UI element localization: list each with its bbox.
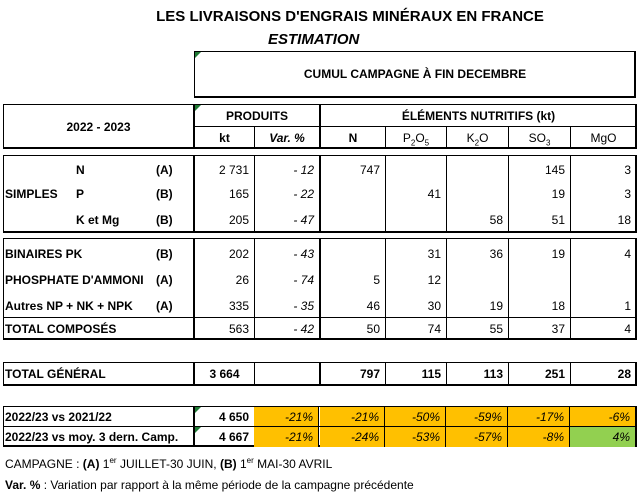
cell-var: - 74 — [293, 273, 314, 287]
page-title: LES LIVRAISONS D'ENGRAIS MINÉRAUX EN FRA… — [156, 8, 544, 25]
header-n: N — [348, 131, 358, 145]
comparison-cell: -21% — [320, 407, 385, 427]
cell-so3: 19 — [551, 187, 565, 201]
corner-marker — [195, 407, 201, 413]
cumul-box — [194, 51, 636, 98]
cell-var: - 47 — [293, 213, 314, 227]
comparison-kt: 4 650 — [218, 410, 249, 424]
cell-p: 41 — [427, 187, 441, 201]
comparison-cell: -8% — [508, 427, 570, 447]
cell-mgo: 3 — [624, 187, 631, 201]
cell-var: - 12 — [293, 163, 314, 177]
page-subtitle: ESTIMATION — [268, 31, 360, 48]
corner-marker — [195, 105, 201, 111]
comparison-cell: -50% — [385, 407, 446, 427]
corner-marker — [195, 427, 201, 433]
cell-kt: 202 — [228, 247, 249, 261]
comparison-kt: 4 667 — [218, 430, 249, 444]
row-name: PHOSPHATE D'AMMONI — [5, 273, 144, 287]
cell-n: 46 — [366, 299, 380, 313]
cell-var: - 22 — [293, 187, 314, 201]
header-var: Var. % — [269, 131, 305, 145]
cell-mgo: 3 — [624, 163, 631, 177]
cell-k: 55 — [489, 322, 503, 336]
cell-n: 50 — [366, 322, 380, 336]
cell-var: - 35 — [293, 299, 314, 313]
footnote-campagne: CAMPAGNE : (A) 1er JUILLET-30 JUIN, (B) … — [5, 456, 333, 471]
total-general-label: TOTAL GÉNÉRAL — [5, 367, 106, 381]
row-name: N — [76, 163, 85, 177]
comparison-cell: -59% — [446, 407, 508, 427]
header-elements: ÉLÉMENTS NUTRITIFS (kt) — [401, 109, 556, 123]
header-produits: PRODUITS — [225, 109, 288, 123]
row-code: (B) — [156, 213, 173, 227]
cell-mgo: 1 — [624, 299, 631, 313]
cumul-label: CUMUL CAMPAGNE À FIN DECEMBRE — [303, 67, 527, 81]
row-code: (A) — [156, 273, 173, 287]
row-code: (B) — [156, 187, 173, 201]
footnote-var: Var. % : Variation par rapport à la même… — [5, 478, 414, 492]
cell-p: 12 — [427, 273, 441, 287]
corner-marker — [195, 52, 201, 58]
row-code: (A) — [156, 299, 173, 313]
cell-kt: 2 731 — [218, 163, 249, 177]
comparison-cell: -57% — [446, 427, 508, 447]
cell-kt: 563 — [228, 322, 249, 336]
cell-so3: 18 — [551, 299, 565, 313]
comparison-cell: 4% — [570, 427, 636, 447]
cell-mgo: 4 — [624, 247, 631, 261]
cell-n: 797 — [359, 367, 380, 381]
cell-mgo: 4 — [624, 322, 631, 336]
comparison-cell: -21% — [254, 407, 319, 427]
cell-k: 58 — [489, 213, 503, 227]
cell-kt: 205 — [228, 213, 249, 227]
cell-mgo: 18 — [617, 213, 631, 227]
cell-so3: 37 — [551, 322, 565, 336]
comparison-label: 2022/23 vs 2021/22 — [5, 410, 112, 424]
cell-p: 31 — [427, 247, 441, 261]
row-name: BINAIRES PK — [5, 247, 83, 261]
cell-k: 36 — [489, 247, 503, 261]
cell-n: 5 — [373, 273, 380, 287]
row-code: (A) — [156, 163, 173, 177]
cell-n: 747 — [359, 163, 380, 177]
comparison-cell: -17% — [508, 407, 570, 427]
cell-k: 19 — [489, 299, 503, 313]
comparison-label: 2022/23 vs moy. 3 dern. Camp. — [5, 430, 179, 444]
row-name: K et Mg — [76, 213, 120, 227]
row-name: P — [76, 187, 85, 201]
cell-kt: 335 — [228, 299, 249, 313]
cell-so3: 19 — [551, 247, 565, 261]
cell-so3: 145 — [544, 163, 565, 177]
comparison-cell: -53% — [385, 427, 446, 447]
header-mgo: MgO — [590, 131, 617, 145]
comparison-cell: -21% — [254, 427, 319, 447]
row-name: Autres NP + NK + NPK — [5, 299, 133, 313]
cell-var: - 43 — [293, 247, 314, 261]
header-p2o5: P2O5 — [402, 131, 430, 148]
header-kt: kt — [219, 131, 230, 145]
header-so3: SO3 — [528, 131, 551, 148]
cell-kt: 165 — [228, 187, 249, 201]
cell-var: - 42 — [293, 322, 314, 336]
campaign-year: 2022 - 2023 — [66, 120, 131, 134]
cell-k: 113 — [483, 367, 503, 381]
cell-p: 30 — [427, 299, 441, 313]
cell-kt: 3 664 — [209, 367, 240, 381]
cell-p: 74 — [427, 322, 441, 336]
row-code: (B) — [156, 247, 173, 261]
comparison-cell: -24% — [320, 427, 385, 447]
simples-label: SIMPLES — [5, 187, 58, 201]
cell-kt: 26 — [235, 273, 249, 287]
comparison-cell: -6% — [570, 407, 636, 427]
cell-mgo: 28 — [617, 367, 631, 381]
cell-so3: 51 — [551, 213, 565, 227]
cell-so3: 251 — [544, 367, 565, 381]
cell-p: 115 — [421, 367, 441, 381]
header-k2o: K2O — [466, 131, 489, 148]
row-name: TOTAL COMPOSÉS — [5, 322, 117, 336]
